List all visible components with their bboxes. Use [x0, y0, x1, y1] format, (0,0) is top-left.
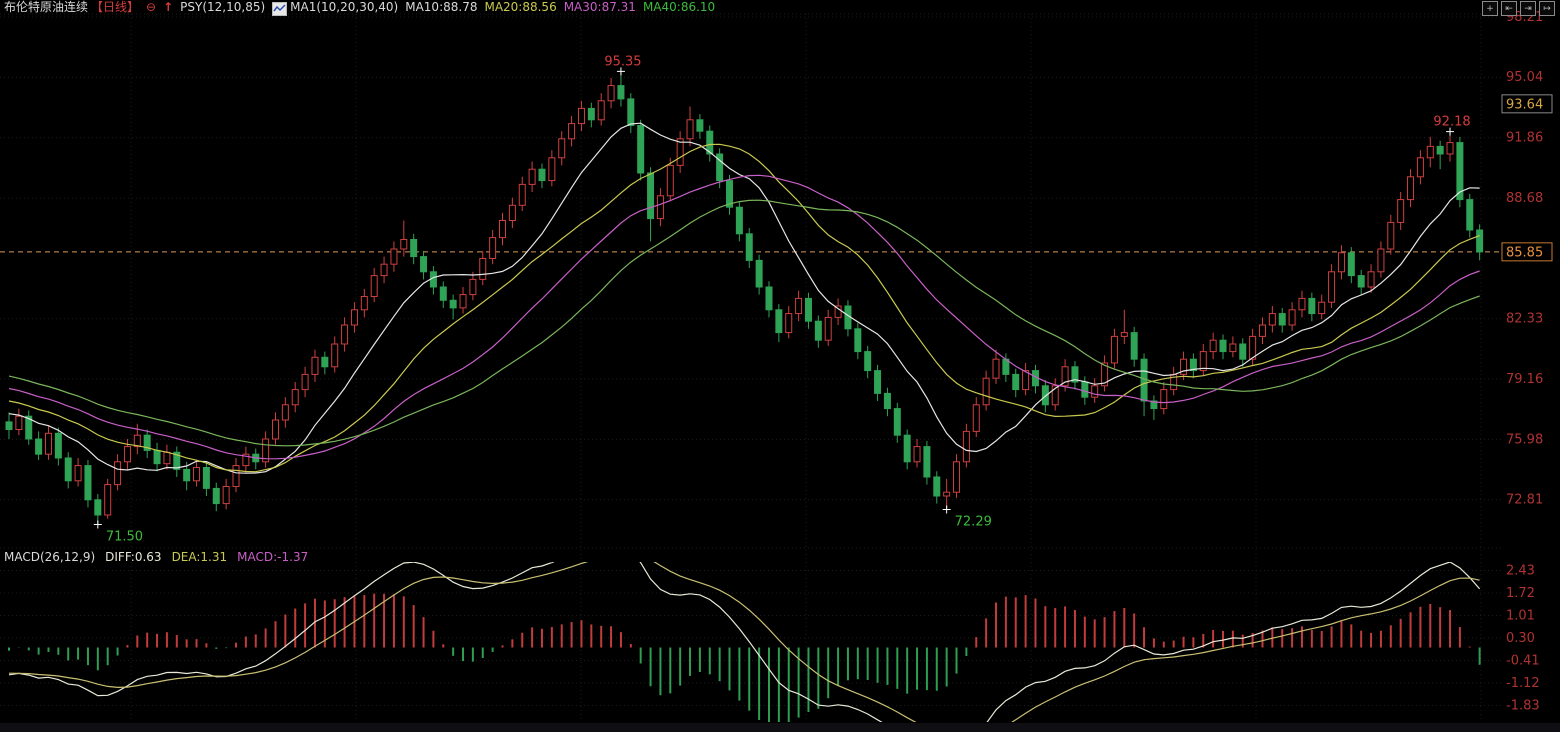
price-tag-box — [1501, 242, 1553, 262]
y-axis-label: 72.81 — [1506, 493, 1543, 508]
ma-group-label[interactable]: MA1(10,20,30,40) — [290, 0, 399, 14]
psy-indicator-label[interactable]: PSY(12,10,85) — [180, 0, 266, 14]
ma40-value: MA40:86.10 — [642, 0, 716, 14]
extreme-cross-marker — [1446, 127, 1455, 136]
macd-axis-label: 0.30 — [1506, 631, 1535, 646]
price-tag-value: 93.64 — [1506, 97, 1543, 112]
chart-toolbar: + ⇤ ⇥ ↦ — [1482, 1, 1555, 16]
collapse-panel-icon[interactable]: ↦ — [1539, 1, 1555, 16]
macd-header: MACD(26,12,9) DIFF:0.63 DEA:1.31 MACD:-1… — [4, 549, 308, 565]
extreme-price-label: 92.18 — [1433, 115, 1470, 130]
y-axis-label: 88.68 — [1506, 191, 1543, 206]
extreme-price-label: 95.35 — [604, 54, 641, 69]
indicator-chart-icon[interactable] — [272, 1, 288, 16]
annotations-layer: 95.35 92.18 71.50 72.29 — [93, 54, 1471, 544]
macd-diff-line — [8, 562, 1481, 722]
macd-dea-value: DEA:1.31 — [171, 550, 228, 564]
macd-layer — [8, 562, 1481, 722]
extreme-cross-marker — [942, 505, 951, 514]
extreme-price-label: 71.50 — [106, 529, 143, 544]
macd-axis-label: -1.12 — [1506, 676, 1540, 691]
pan-left-icon[interactable]: ⇤ — [1501, 1, 1517, 16]
ma-line-ma10 — [8, 122, 1480, 474]
macd-axis-label: -1.83 — [1506, 699, 1540, 714]
pan-right-icon[interactable]: ⇥ — [1520, 1, 1536, 16]
price-tag-value: 85.85 — [1506, 245, 1543, 260]
y-axis-label: 91.86 — [1506, 131, 1543, 146]
y-axis-label: 82.33 — [1506, 312, 1543, 327]
macd-axis-label: -0.41 — [1506, 653, 1540, 668]
macd-diff-value: DIFF:0.63 — [105, 550, 162, 564]
crosshair-icon[interactable]: + — [1482, 1, 1498, 16]
ma30-value: MA30:87.31 — [563, 0, 636, 14]
y-axis: 98.2195.0491.8688.6882.3379.1675.9872.81… — [1501, 10, 1553, 508]
extreme-price-label: 72.29 — [955, 514, 992, 529]
ma10-value: MA10:88.78 — [405, 0, 478, 14]
candles-layer — [5, 71, 1484, 525]
macd-y-axis: 2.43 1.72 1.01 0.30 -0.41 -1.12 -1.83 — [1506, 563, 1540, 713]
y-axis-label: 95.04 — [1506, 70, 1543, 85]
ma-line-ma40 — [8, 199, 1480, 447]
macd-indicator-label[interactable]: MACD(26,12,9) — [4, 550, 96, 564]
up-arrow-icon: ↑ — [163, 0, 174, 14]
minus-circle-icon[interactable]: ⊖ — [146, 0, 157, 14]
price-tag-box — [1501, 94, 1553, 114]
ma-lines-layer — [8, 122, 1480, 474]
chart-header: 布伦特原油连续 【日线】 ⊖ ↑ PSY(12,10,85) MA1(10,20… — [4, 0, 716, 16]
grid-layer — [0, 13, 1502, 721]
bottom-scroll-strip[interactable] — [0, 723, 1560, 732]
y-axis-label: 75.98 — [1506, 432, 1543, 447]
macd-dea-line — [8, 562, 1480, 722]
macd-macd-value: MACD:-1.37 — [237, 550, 309, 564]
y-axis-label: 79.16 — [1506, 372, 1543, 387]
macd-axis-label: 1.72 — [1506, 586, 1535, 601]
macd-axis-label: 2.43 — [1506, 563, 1535, 578]
ma-line-ma20 — [8, 143, 1480, 473]
extreme-cross-marker — [616, 67, 625, 76]
macd-axis-label: 1.01 — [1506, 608, 1535, 623]
period-tag[interactable]: 【日线】 — [91, 0, 140, 14]
extreme-cross-marker — [93, 520, 102, 529]
ma20-value: MA20:88.56 — [484, 0, 557, 14]
instrument-title: 布伦特原油连续 — [4, 0, 89, 14]
ma-line-ma30 — [8, 174, 1480, 460]
